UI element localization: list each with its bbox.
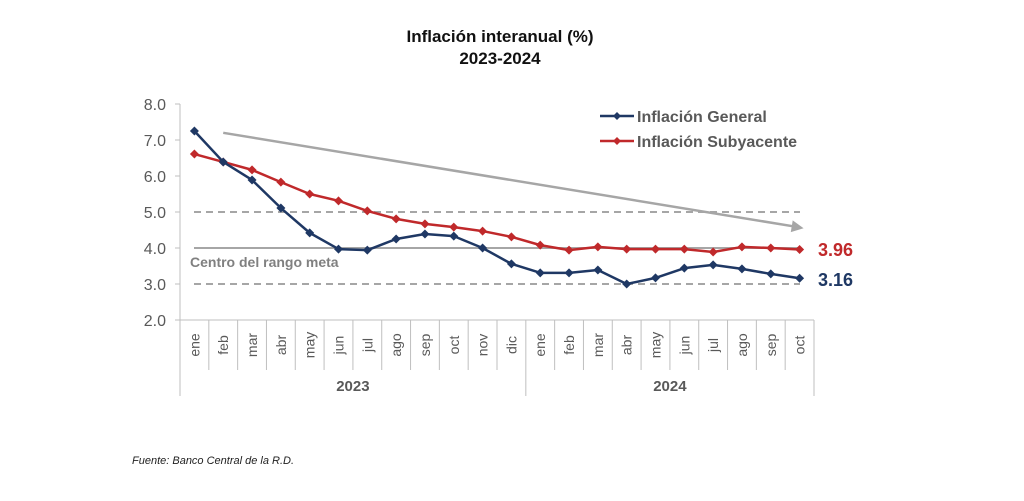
- x-tick-label: ene: [186, 333, 202, 357]
- data-point-general: [247, 175, 257, 185]
- data-point-core: [189, 149, 199, 159]
- data-point-general: [391, 234, 401, 244]
- data-point-core: [795, 244, 805, 254]
- x-tick-label: ago: [388, 333, 404, 357]
- x-tick-label: jun: [331, 336, 347, 356]
- x-tick-label: ago: [734, 333, 750, 357]
- data-point-core: [362, 206, 372, 216]
- target-range-center-label: Centro del rango meta: [190, 254, 339, 270]
- end-label-core: 3.96: [818, 240, 853, 260]
- y-tick-label: 5.0: [144, 205, 166, 222]
- legend-label-core: Inflación Subyacente: [637, 134, 797, 151]
- y-tick-label: 6.0: [144, 169, 166, 186]
- data-point-general: [478, 243, 488, 253]
- data-point-core: [593, 242, 603, 252]
- data-point-general: [218, 157, 228, 167]
- data-point-core: [766, 243, 776, 253]
- y-tick-label: 4.0: [144, 241, 166, 258]
- data-point-general: [334, 244, 343, 254]
- x-tick-label: ene: [532, 333, 548, 357]
- x-tick-label: dic: [503, 336, 519, 354]
- data-point-general: [305, 228, 315, 238]
- data-point-core: [247, 165, 257, 175]
- data-point-general: [708, 260, 718, 270]
- series-line-general: [193, 130, 800, 286]
- series-general: [189, 126, 805, 289]
- data-point-core: [708, 247, 718, 257]
- legend-marker-general: [613, 112, 621, 120]
- y-axis: 2.0 3.0 4.0 5.0 6.0 7.0 8.0: [144, 97, 181, 330]
- data-point-core: [535, 240, 545, 250]
- legend-item-core: Inflación Subyacente: [600, 134, 797, 151]
- trend-arrow-head: [790, 220, 804, 233]
- data-point-core: [420, 219, 430, 229]
- y-tick-label: 8.0: [144, 97, 166, 114]
- data-point-general: [564, 268, 574, 278]
- series-core: [189, 149, 805, 257]
- data-point-core: [679, 244, 689, 254]
- chart-subtitle: 2023-2024: [459, 49, 541, 68]
- chart-title: Inflación interanual (%): [406, 27, 593, 46]
- data-point-general: [651, 273, 660, 283]
- data-point-general: [622, 279, 632, 289]
- legend-label-general: Inflación General: [637, 109, 767, 126]
- data-point-general: [593, 265, 603, 275]
- x-axis: ene feb mar abr may jun jul ago sep oct nov dic ene f…: [179, 319, 815, 396]
- x-tick-label: sep: [417, 334, 433, 357]
- trend-arrow-shaft: [223, 131, 796, 228]
- series-line-core: [194, 152, 800, 254]
- y-tick-label: 7.0: [144, 133, 166, 150]
- source-note: Fuente: Banco Central de la R.D.: [132, 455, 295, 467]
- legend-marker-core: [613, 137, 621, 145]
- x-tick-label: feb: [561, 335, 577, 355]
- x-tick-label: may: [648, 332, 664, 358]
- x-tick-label: oct: [446, 336, 462, 355]
- data-point-core: [334, 196, 343, 206]
- year-label: 2024: [653, 378, 687, 395]
- data-point-core: [449, 222, 459, 232]
- data-point-general: [449, 231, 459, 241]
- data-point-core: [391, 214, 401, 224]
- x-tick-label: oct: [792, 336, 808, 355]
- x-tick-label: abr: [273, 335, 289, 356]
- x-tick-label: may: [302, 332, 318, 358]
- data-point-general: [679, 263, 689, 273]
- data-point-general: [276, 203, 286, 213]
- data-point-general: [535, 268, 545, 278]
- x-tick-label: mar: [244, 333, 260, 357]
- trend-arrow: [223, 131, 804, 233]
- year-label: 2023: [336, 378, 369, 395]
- x-tick-label: jul: [359, 338, 375, 353]
- x-tick-label: jun: [676, 336, 692, 356]
- y-tick-label: 3.0: [144, 277, 166, 294]
- x-tick-label: feb: [215, 335, 231, 355]
- data-point-core: [737, 242, 747, 252]
- series-group: [189, 126, 805, 289]
- x-tick-label: sep: [763, 334, 779, 357]
- legend: Inflación General Inflación Subyacente: [600, 109, 797, 151]
- data-point-general: [506, 259, 516, 269]
- data-point-general: [420, 229, 430, 239]
- data-point-core: [506, 232, 516, 242]
- x-tick-label: abr: [619, 335, 635, 356]
- data-point-core: [478, 226, 488, 236]
- data-point-core: [622, 244, 632, 254]
- x-tick-label: jul: [705, 338, 721, 353]
- end-label-general: 3.16: [818, 270, 853, 290]
- data-point-core: [276, 177, 286, 187]
- reference-lines: [194, 211, 800, 285]
- data-point-core: [305, 189, 315, 199]
- x-tick-label: mar: [590, 333, 606, 357]
- data-point-general: [362, 245, 372, 255]
- legend-item-general: Inflación General: [600, 109, 767, 126]
- data-point-general: [189, 126, 199, 136]
- y-tick-label: 2.0: [144, 313, 166, 330]
- data-point-general: [737, 264, 747, 274]
- data-point-core: [564, 245, 574, 255]
- data-point-general: [795, 273, 805, 283]
- x-tick-label: nov: [475, 334, 491, 357]
- data-point-core: [651, 244, 660, 254]
- data-point-general: [766, 269, 776, 279]
